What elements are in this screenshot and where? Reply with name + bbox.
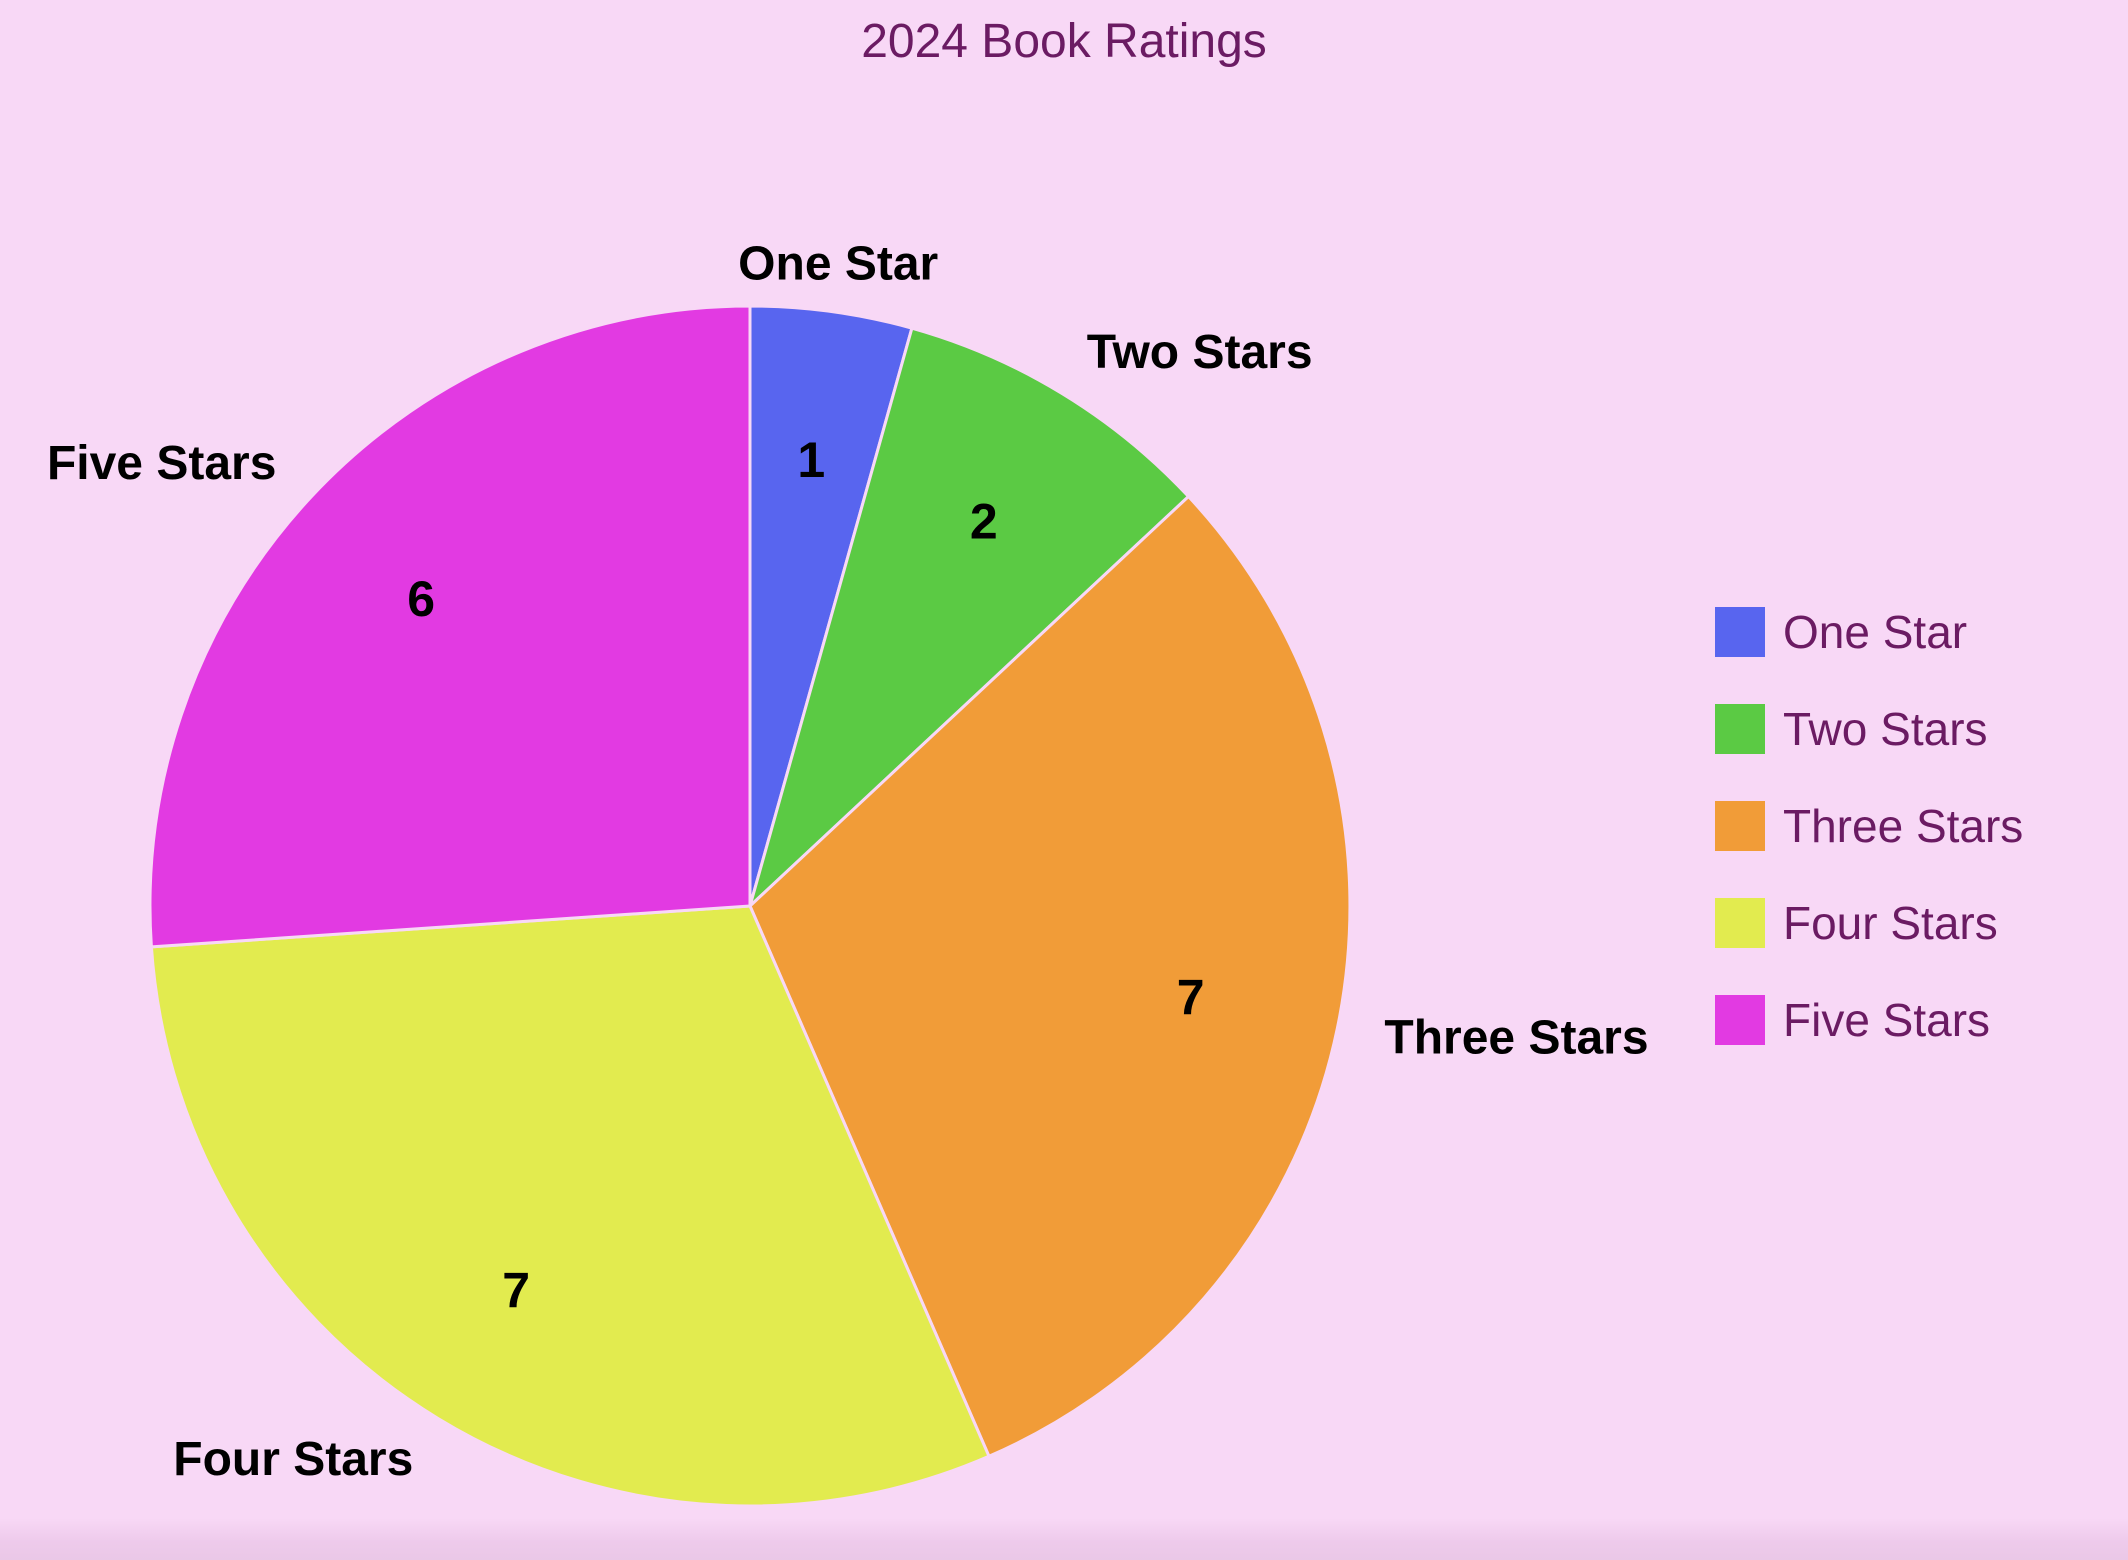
pie-slice-three-stars[interactable] [748, 495, 1352, 1458]
legend-item-two-stars[interactable]: Two Stars [1715, 703, 2023, 755]
slice-value-two-stars: 2 [970, 494, 998, 550]
legend: One Star Two Stars Three Stars Four Stars Fi… [1715, 606, 2024, 1092]
slice-value-three-stars: 7 [1177, 970, 1205, 1026]
legend-item-one-star[interactable]: One Star [1715, 606, 2023, 658]
chart-title: 2024 Book Ratings [861, 15, 1267, 68]
slice-value-five-stars: 6 [407, 571, 435, 627]
slice-label-five-stars: Five Stars [47, 437, 276, 490]
slice-label-four-stars: Four Stars [173, 1433, 413, 1486]
legend-item-three-stars[interactable]: Three Stars [1715, 800, 2024, 852]
legend-label-two-stars: Two Stars [1783, 703, 1988, 755]
legend-swatch-four-stars [1715, 898, 1765, 948]
slice-label-three-stars: Three Stars [1384, 1011, 1648, 1064]
legend-swatch-two-stars [1715, 704, 1765, 754]
pie-slice-five-stars[interactable] [148, 304, 752, 949]
slice-label-one-star: One Star [738, 238, 938, 291]
pie-slice-four-stars[interactable] [149, 904, 991, 1508]
slice-label-two-stars: Two Stars [1087, 326, 1313, 379]
legend-swatch-five-stars [1715, 995, 1765, 1045]
legend-label-one-star: One Star [1783, 606, 1968, 658]
slice-value-four-stars: 7 [502, 1263, 530, 1319]
slice-value-one-star: 1 [797, 432, 825, 488]
legend-item-four-stars[interactable]: Four Stars [1715, 897, 2023, 949]
pie-slice-two-stars[interactable] [748, 326, 1190, 908]
legend-swatch-one-star [1715, 607, 1765, 657]
legend-label-four-stars: Four Stars [1783, 897, 1998, 949]
legend-swatch-three-stars [1715, 801, 1765, 851]
legend-label-three-stars: Three Stars [1783, 800, 2024, 852]
legend-item-five-stars[interactable]: Five Stars [1715, 994, 2023, 1046]
legend-label-five-stars: Five Stars [1783, 994, 1991, 1046]
